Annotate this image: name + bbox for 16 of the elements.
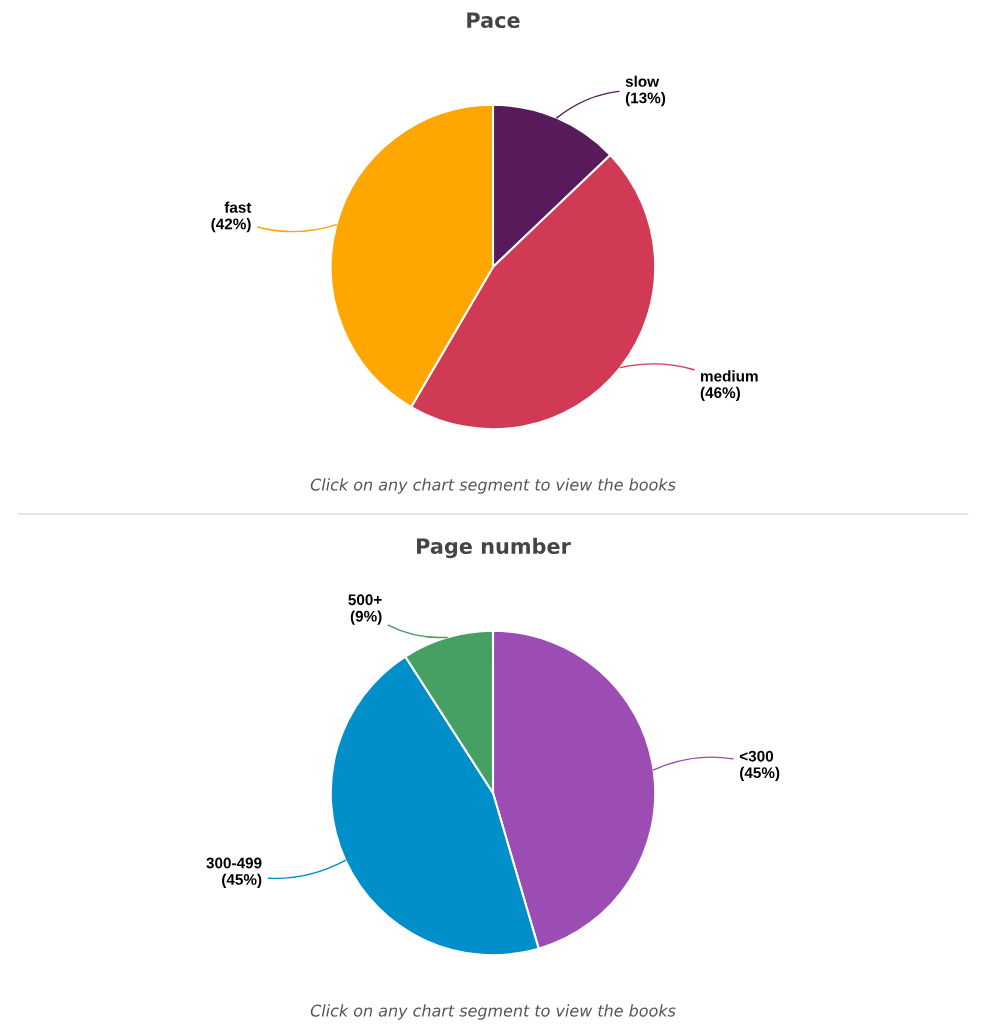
slice-label: medium [701, 370, 758, 382]
data-label: (45%) [740, 766, 780, 782]
text: Click on any chart segment to view the books [310, 478, 676, 494]
text: Click on any chart segment to view the books [310, 1004, 676, 1020]
data-label: (13%) [625, 92, 666, 107]
data-label: (42%) [211, 218, 251, 233]
slice-label: 500+ [348, 594, 382, 606]
slice-label: fast [224, 201, 252, 213]
slice-label: 300-499 [206, 857, 262, 869]
slice-label: slow [625, 75, 660, 87]
data-label: (45%) [222, 873, 262, 888]
chart-title: Pace [467, 12, 520, 29]
chart-title: Page number [417, 537, 571, 559]
data-label: (46%) [700, 386, 740, 402]
data-label: (9%) [350, 610, 382, 625]
slice-label: <300 [739, 750, 774, 762]
